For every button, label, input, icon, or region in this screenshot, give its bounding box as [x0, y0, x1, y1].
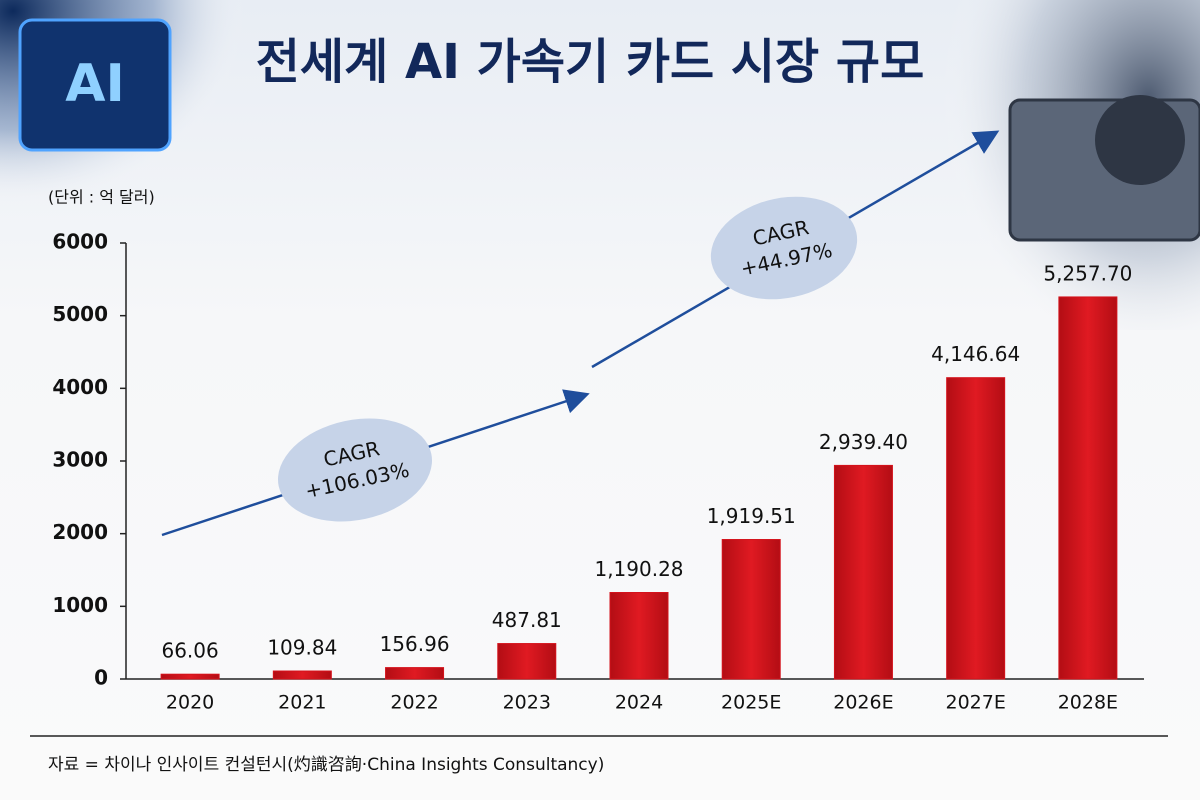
- x-tick-label: 2023: [503, 692, 551, 714]
- x-tick-label: 2025E: [721, 692, 781, 714]
- chip-label: AI: [65, 54, 125, 114]
- x-tick-label: 2028E: [1058, 692, 1118, 714]
- x-tick-label: 2026E: [833, 692, 893, 714]
- value-label: 2,939.40: [819, 430, 908, 454]
- y-tick-label: 5000: [52, 302, 108, 326]
- y-tick-label: 1000: [52, 593, 108, 617]
- value-label: 5,257.70: [1043, 261, 1132, 285]
- bar: [497, 643, 557, 680]
- y-tick-label: 4000: [52, 375, 108, 399]
- x-tick-label: 2024: [615, 692, 663, 714]
- cagr-bubble: [277, 418, 433, 522]
- bar: [946, 377, 1006, 680]
- y-tick-label: 0: [94, 666, 108, 690]
- gpu-fan: [1095, 95, 1185, 185]
- bar: [385, 667, 445, 680]
- cagr-bubble: [710, 196, 858, 300]
- x-tick-label: 2021: [278, 692, 326, 714]
- chart-title: 전세계 AI 가속기 카드 시장 규모: [256, 34, 924, 90]
- source: 자료 = 차이나 인사이트 컨설턴시(灼識咨詢·China Insights C…: [48, 755, 604, 775]
- y-tick-label: 6000: [52, 230, 108, 254]
- value-label: 4,146.64: [931, 342, 1020, 366]
- chip: [18, 18, 172, 152]
- y-tick-label: 3000: [52, 448, 108, 472]
- value-label: 66.06: [161, 639, 218, 663]
- bar: [609, 592, 669, 680]
- bar: [833, 464, 893, 680]
- value-label: 156.96: [380, 632, 450, 656]
- x-tick-label: 2022: [390, 692, 438, 714]
- value-label: 487.81: [492, 608, 562, 632]
- x-tick-label: 2020: [166, 692, 214, 714]
- bar: [1058, 296, 1118, 680]
- value-label: 1,919.51: [707, 504, 796, 528]
- value-label: 1,190.28: [594, 557, 683, 581]
- bar: [160, 673, 220, 680]
- y-tick-label: 2000: [52, 520, 108, 544]
- unit-label: (단위 : 억 달러): [48, 188, 155, 207]
- value-label: 109.84: [267, 636, 337, 660]
- bar: [272, 670, 332, 680]
- x-tick-label: 2027E: [945, 692, 1005, 714]
- bar: [721, 539, 781, 680]
